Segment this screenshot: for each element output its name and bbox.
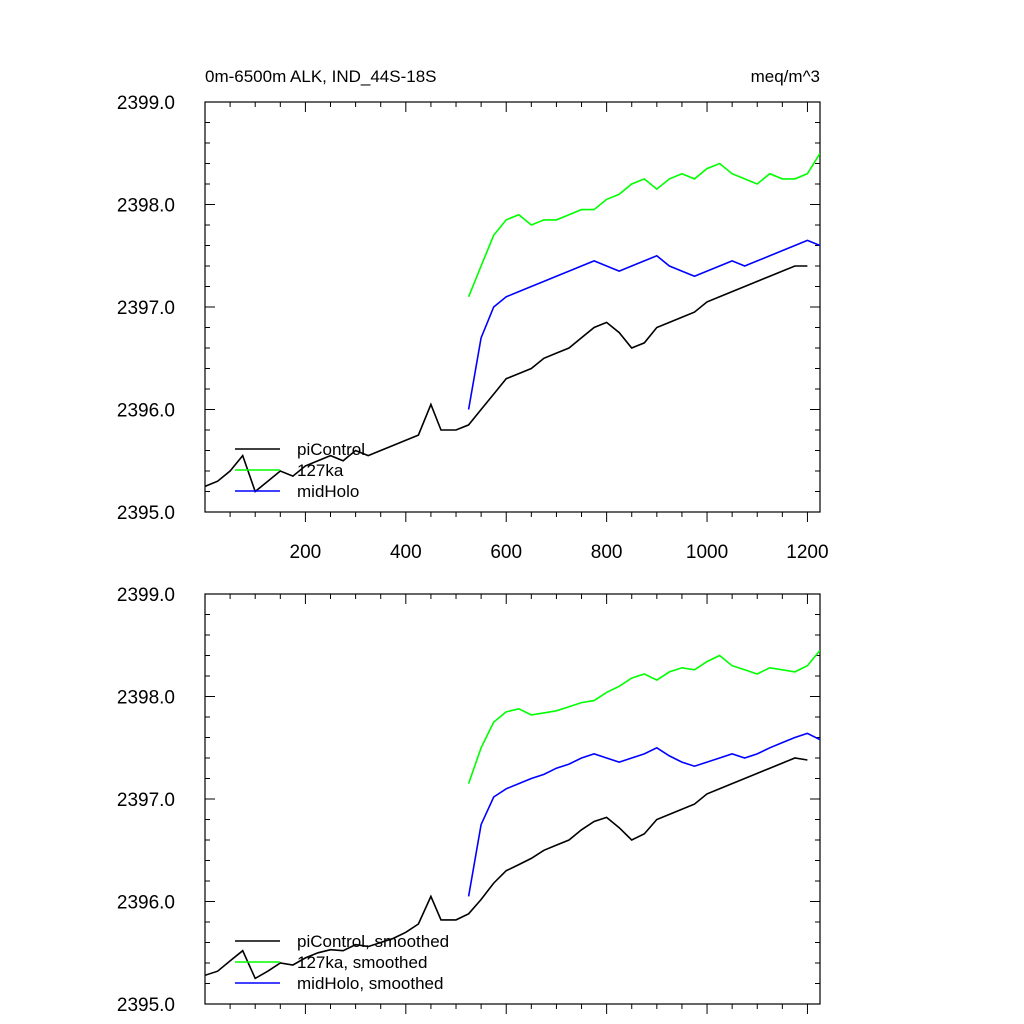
x-tick-label: 1000 [686,542,728,563]
x-tick-label: 1200 [786,542,828,563]
y-tick-label: 2396.0 [117,893,175,914]
y-tick-label: 2396.0 [117,401,175,422]
y-tick-label: 2395.0 [117,503,175,524]
chart-title: 0m-6500m ALK, IND_44S-18S [205,67,437,86]
y-tick-label: 2399.0 [117,585,175,606]
y-tick-label: 2399.0 [117,93,175,114]
panel-2 [204,593,821,1014]
x-tick-label: 600 [490,542,522,563]
legend-label: 127ka [297,461,344,480]
x-tick-label: 400 [390,542,422,563]
y-tick-label: 2395.0 [117,995,175,1016]
legend-label: piControl [297,440,365,459]
y-tick-label: 2397.0 [117,298,175,319]
x-tick-label: 800 [591,542,623,563]
panel-1 [204,101,821,522]
y-tick-label: 2397.0 [117,790,175,811]
series-line-1 [205,757,808,980]
legend-label: midHolo [297,482,359,501]
y-tick-label: 2398.0 [117,196,175,217]
units-label: meq/m^3 [751,67,820,86]
legend-label: midHolo, smoothed [297,974,443,993]
legend-label: piControl, smoothed [297,932,449,951]
legend-label: 127ka, smoothed [297,953,427,972]
series-line-3 [467,732,820,897]
x-tick-label: 200 [290,542,322,563]
series-line-3 [467,239,820,410]
series-line-2 [467,649,820,784]
series-line-2 [467,152,820,298]
y-tick-label: 2398.0 [117,688,175,709]
series-line-1 [205,265,808,493]
